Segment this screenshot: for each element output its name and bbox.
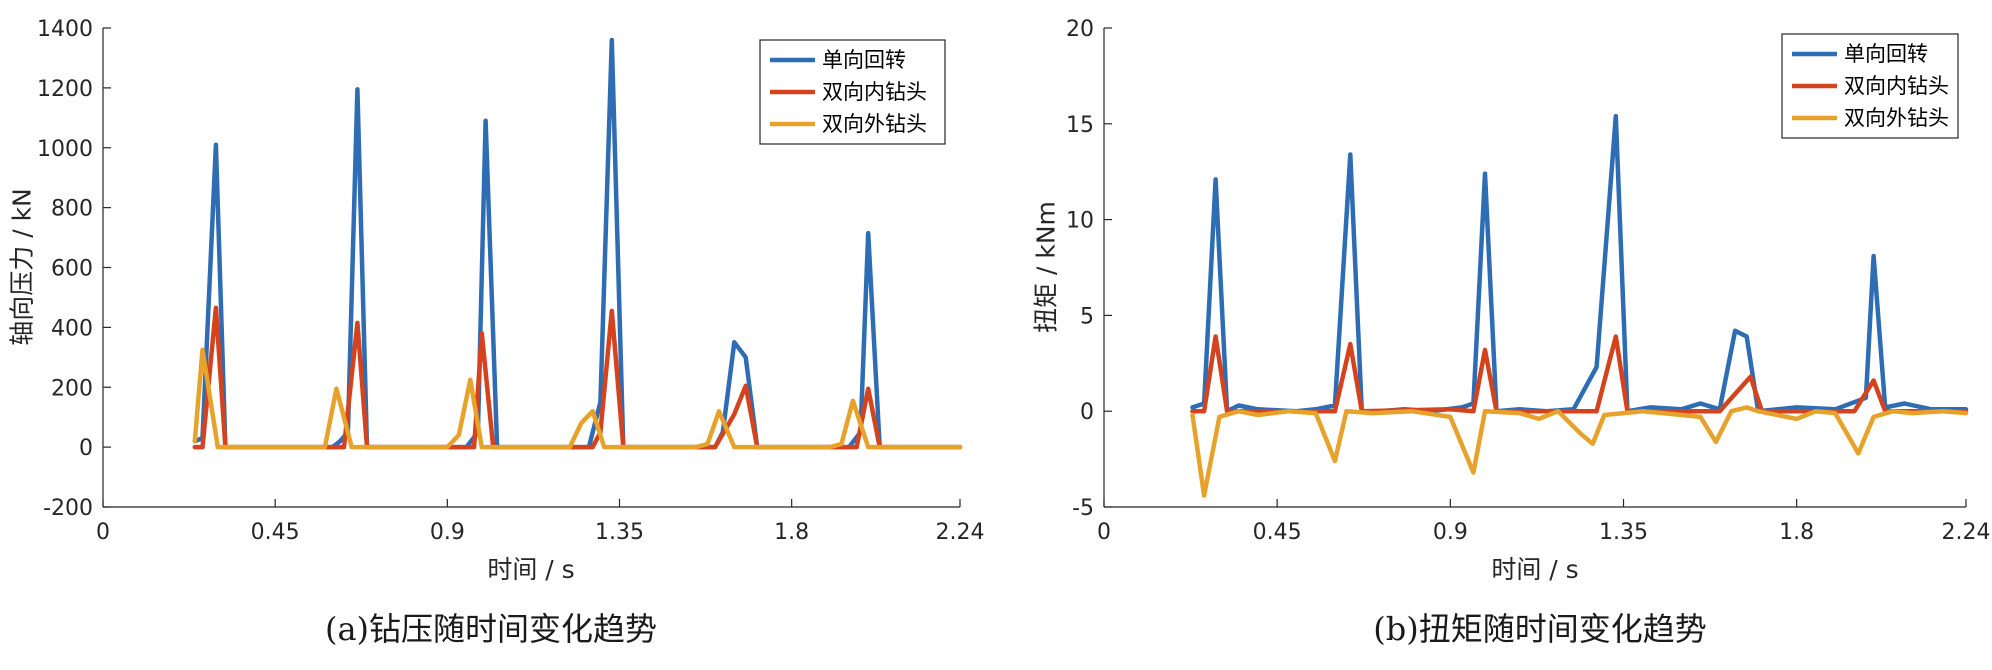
legend-label-1-b: 单向回转 [1844,42,1928,66]
legend-label-1-a: 单向回转 [822,48,906,72]
x-tick-label-a: 0.45 [251,520,300,545]
y-tick-label-b: 5 [1080,304,1094,329]
axes-b [1103,28,1966,508]
series-line-3-b [1190,405,1969,498]
legend-label-3-b: 双向外钻头 [1844,106,1949,130]
series-b [1190,113,1969,498]
y-tick-label-b: -5 [1072,496,1094,521]
y-tick-label-a: -200 [43,496,93,521]
y-tick-label-b: 0 [1080,400,1094,425]
y-tick-label-b: 10 [1066,209,1094,234]
y-tick-label-a: 1000 [37,137,93,162]
series-a [192,37,963,450]
series-line-3-a [192,347,963,450]
x-tick-label-b: 0.9 [1433,520,1468,545]
x-axis-label-b: 时间 / s [1491,555,1578,584]
legend-label-2-b: 双向内钻头 [1844,74,1949,98]
y-axis-label-b: 扭矩 / kNm [1032,201,1061,333]
y-tick-label-b: 20 [1066,17,1094,42]
legend-label-2-a: 双向内钻头 [822,80,927,104]
x-tick-label-b: 0.45 [1253,520,1302,545]
chart-a: 0 0.45 0.9 1.35 1.8 2.24-20002004006008001000… [8,17,985,648]
y-tick-label-a: 400 [51,316,93,341]
ticks-a: 0 0.45 0.9 1.35 1.8 2.24-20002004006008001000… [37,17,984,545]
x-tick-label-b: 0 [1097,520,1111,545]
y-tick-label-a: 1200 [37,77,93,102]
y-tick-label-a: 0 [79,436,93,461]
x-tick-label-a: 1.8 [774,520,809,545]
x-tick-label-a: 1.35 [595,520,644,545]
x-tick-label-a: 2.24 [936,520,985,545]
caption-a: (a)钻压随时间变化趋势 [325,610,657,648]
series-line-1-b [1190,113,1969,414]
x-tick-label-a: 0.9 [430,520,465,545]
x-tick-label-b: 1.35 [1599,520,1648,545]
y-tick-label-a: 200 [51,376,93,401]
x-tick-label-b: 2.24 [1942,520,1991,545]
y-tick-label-a: 600 [51,257,93,282]
y-axis-label-a: 轴向压力 / kN [8,188,37,346]
x-tick-label-a: 0 [96,520,110,545]
x-tick-label-b: 1.8 [1779,520,1814,545]
x-axis-label-a: 时间 / s [487,555,574,584]
legend-label-3-a: 双向外钻头 [822,112,927,136]
y-tick-label-b: 15 [1066,113,1094,138]
caption-b: (b)扭矩随时间变化趋势 [1373,610,1706,648]
y-tick-label-a: 1400 [37,17,93,42]
y-tick-label-a: 800 [51,197,93,222]
